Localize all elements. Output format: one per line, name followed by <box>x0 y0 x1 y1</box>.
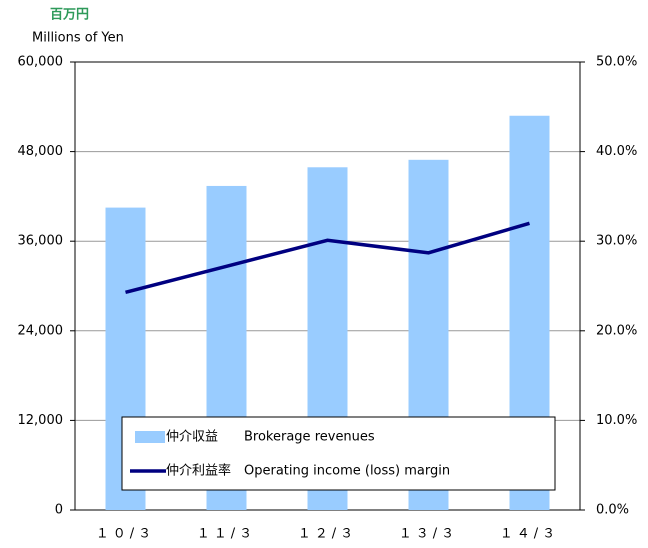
legend-label: 仲介利益率 Operating income (loss) margin <box>166 463 450 479</box>
y-unit-ja: 百万円 <box>50 8 89 23</box>
y2-tick-label: 20.0% <box>596 323 637 338</box>
x-tick-label: １２/３ <box>298 527 357 542</box>
y2-tick-label: 40.0% <box>596 144 637 159</box>
y-tick-label: 60,000 <box>18 55 64 70</box>
y-tick-label: 48,000 <box>18 144 64 159</box>
y-axis-label: Millions of Yen <box>32 31 124 46</box>
x-tick-label: １０/３ <box>96 527 155 542</box>
line <box>125 221 530 294</box>
y-tick-label: 36,000 <box>18 234 64 249</box>
y-tick-label: 24,000 <box>18 323 64 338</box>
y2-tick-label: 50.0% <box>596 55 637 70</box>
legend-label: 仲介収益 Brokerage revenues <box>166 430 375 445</box>
y2-tick-label: 10.0% <box>596 413 637 428</box>
y-tick-label: 0 <box>55 503 63 518</box>
legend-swatch <box>135 431 165 443</box>
y-tick-label: 12,000 <box>18 413 64 428</box>
y2-tick-label: 0.0% <box>596 503 629 518</box>
legend-box <box>121 416 556 491</box>
y2-tick-label: 30.0% <box>596 234 637 249</box>
x-tick-label: １４/３ <box>500 527 559 542</box>
x-tick-label: １３/３ <box>399 527 458 542</box>
x-tick-label: １１/３ <box>197 527 256 542</box>
